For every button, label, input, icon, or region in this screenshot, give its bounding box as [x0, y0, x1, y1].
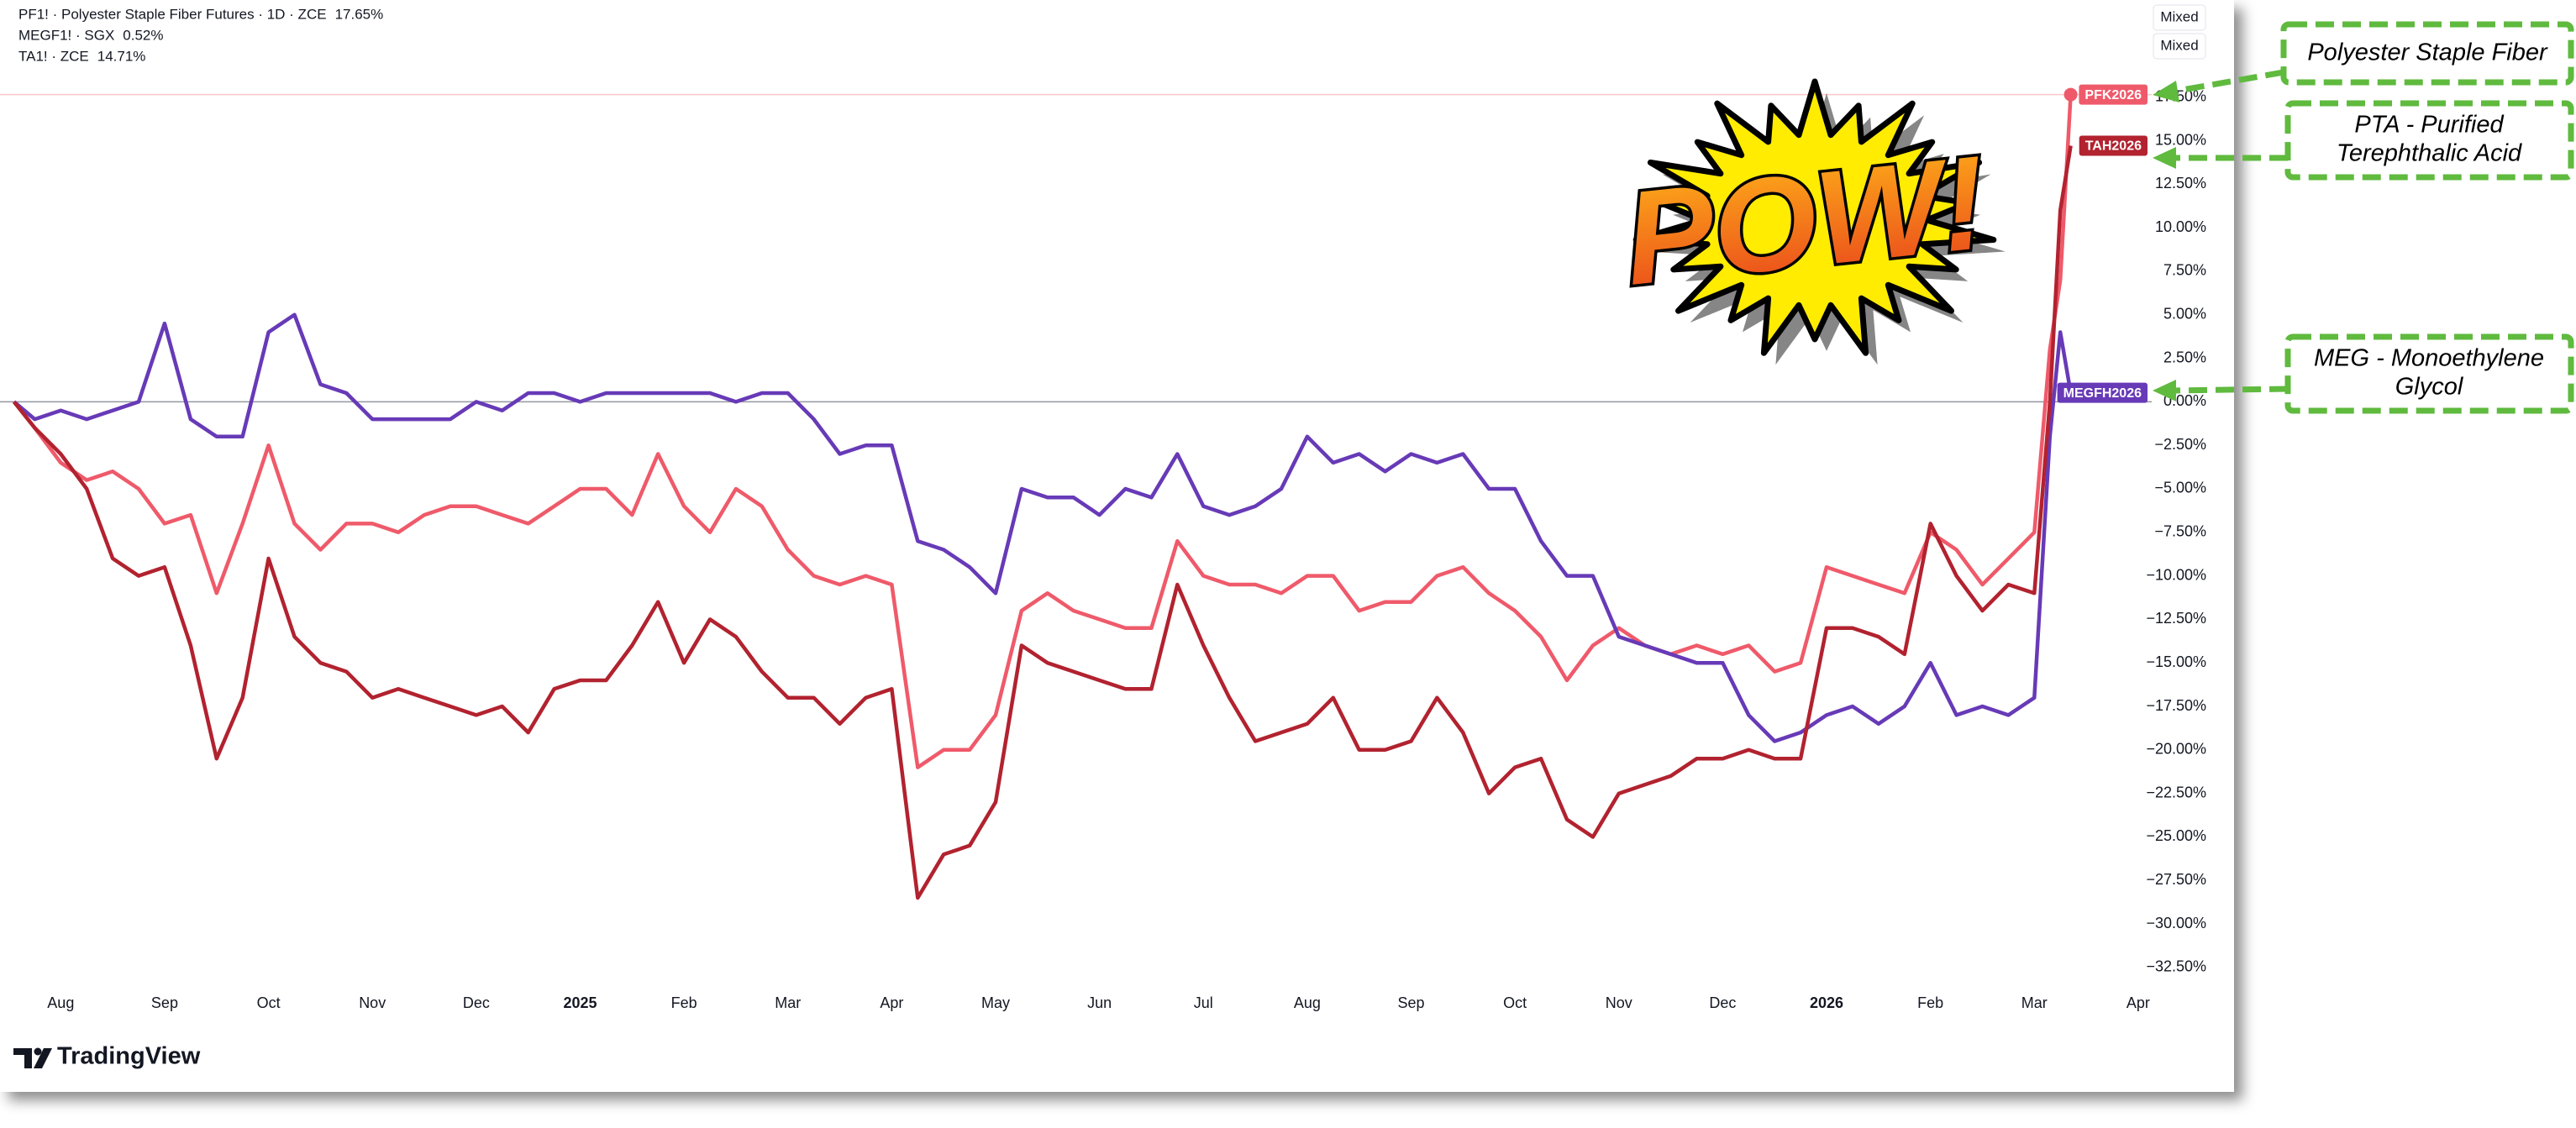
y-tick-label: −17.50% [2146, 697, 2206, 714]
y-tick-label: −7.50% [2154, 523, 2206, 540]
x-tick-label: Nov [1606, 994, 1632, 1011]
x-tick-label: 2026 [1810, 994, 1843, 1011]
y-tick-label: 7.50% [2163, 262, 2206, 279]
y-tick-label: −15.00% [2146, 653, 2206, 670]
y-tick-label: −27.50% [2146, 871, 2206, 888]
series-line [12, 145, 2073, 900]
annotation-text: Polyester Staple Fiber [2307, 39, 2548, 66]
series-line [13, 312, 2073, 743]
x-tick-label: Dec [463, 994, 490, 1011]
x-tick-label: Apr [880, 994, 903, 1011]
y-tick-label: −22.50% [2146, 784, 2206, 800]
annotation [2280, 21, 2574, 414]
y-tick-label: 15.00% [2155, 131, 2206, 148]
x-tick-label: Aug [47, 994, 74, 1011]
brand-name: TradingView [57, 1043, 201, 1070]
brand-logo [13, 1047, 52, 1068]
y-tick-label: −20.00% [2146, 741, 2206, 758]
x-tick-label: Mar [2021, 994, 2048, 1011]
price-tag [2079, 135, 2148, 156]
legend: PF1! · Polyester Staple Fiber Futures · … [18, 6, 383, 64]
scale-button[interactable] [2153, 4, 2206, 31]
annotation-arrow [2172, 69, 2289, 394]
annotation-text: PTA - Purified [2354, 112, 2504, 139]
legend-name: PF1! · Polyester Staple Fiber Futures · … [18, 6, 327, 22]
x-tick-label: Oct [1503, 994, 1527, 1011]
price-tag-label: TAH2026 [2085, 139, 2142, 154]
plot: −32.50% −30.00% −27.50% −25.00% −22.50% −20.0… [0, 87, 2206, 1011]
y-tick-label: −25.00% [2146, 827, 2206, 844]
legend-value: 17.65% [335, 6, 384, 22]
x-tick-label: Jun [1087, 994, 1112, 1011]
x-tick-label: Jul [1194, 994, 1213, 1011]
x-tick-label: Nov [359, 994, 386, 1011]
price-tag-label: PFK2026 [2084, 88, 2142, 102]
x-tick-label: Oct [257, 994, 281, 1011]
x-tick-label: Feb [671, 994, 697, 1011]
price-tag [2079, 84, 2148, 105]
scale-button-label[interactable]: Mixed [2160, 8, 2198, 24]
y-tick-label: −10.00% [2146, 566, 2206, 583]
price-tag [2057, 382, 2148, 403]
x-tick-label: Sep [1397, 994, 1424, 1011]
x-tick-label: Mar [775, 994, 801, 1011]
y-tick-label: −32.50% [2146, 958, 2206, 975]
x-tick-label: May [981, 994, 1010, 1011]
series-line [12, 94, 2073, 769]
x-tick-label: Apr [2127, 994, 2150, 1011]
annotation-arrowhead [2153, 81, 2179, 401]
legend-value: 0.52% [123, 27, 163, 43]
legend-value: 14.71% [97, 48, 146, 64]
y-tick-label: −30.00% [2146, 915, 2206, 931]
price-tag-label: MEGFH2026 [2063, 386, 2142, 401]
end-dot [2063, 87, 2078, 102]
annotation-text: Glycol [2395, 374, 2464, 401]
y-tick-label: 2.50% [2163, 349, 2206, 365]
x-tick-label: 2025 [563, 994, 597, 1011]
legend-name: TA1! · ZCE [18, 48, 89, 64]
scale-button-label[interactable]: Mixed [2160, 37, 2198, 53]
y-tick-label: 10.00% [2155, 218, 2206, 235]
x-tick-label: Aug [1294, 994, 1321, 1011]
y-tick-label: −12.50% [2146, 610, 2206, 627]
y-tick-label: 5.00% [2163, 305, 2206, 322]
annotation-text: MEG - Monoethylene [2314, 345, 2544, 372]
y-tick-label: −2.50% [2154, 436, 2206, 453]
x-tick-label: Sep [151, 994, 178, 1011]
scale-button[interactable] [2153, 33, 2206, 60]
x-tick-label: Feb [1917, 994, 1943, 1011]
y-tick-label: 12.50% [2155, 175, 2206, 191]
annotation-text: Terephthalic Acid [2337, 140, 2522, 167]
y-tick-label: −5.00% [2154, 480, 2206, 496]
x-tick-label: Dec [1709, 994, 1736, 1011]
legend-name: MEGF1! · SGX [18, 27, 114, 43]
